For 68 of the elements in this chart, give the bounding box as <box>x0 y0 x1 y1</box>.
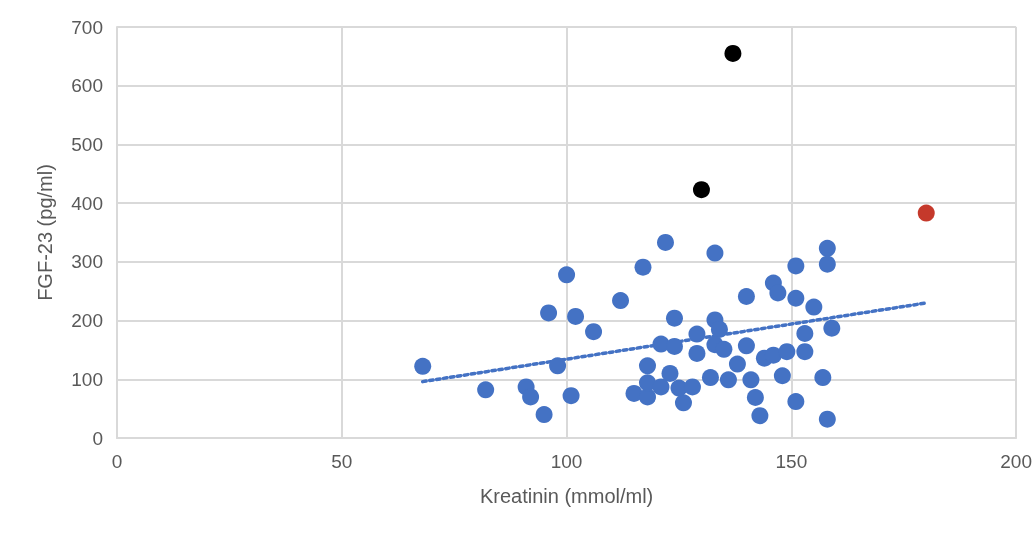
y-tick-label: 100 <box>71 368 103 390</box>
point <box>612 292 630 310</box>
point <box>558 266 576 284</box>
point <box>567 307 585 325</box>
point <box>657 233 674 251</box>
point <box>778 343 796 361</box>
x-tick-label: 0 <box>111 451 123 472</box>
point <box>742 371 760 389</box>
point <box>706 244 724 262</box>
point <box>769 284 787 302</box>
point <box>414 357 432 375</box>
point <box>818 255 836 273</box>
point <box>665 337 683 355</box>
point <box>787 289 805 307</box>
y-tick-label: 300 <box>71 251 103 273</box>
point <box>688 344 706 362</box>
point <box>701 369 719 387</box>
point <box>746 388 764 406</box>
point <box>549 357 567 375</box>
y-tick-label: 200 <box>71 310 103 332</box>
point <box>639 357 656 375</box>
point <box>710 320 728 338</box>
point <box>917 204 935 222</box>
point <box>728 355 746 373</box>
point <box>585 323 603 341</box>
point <box>477 381 495 399</box>
point <box>818 239 836 257</box>
x-tick-label: 200 <box>1000 451 1032 472</box>
x-tick-label: 100 <box>550 451 583 472</box>
point <box>665 309 683 327</box>
point <box>535 406 553 424</box>
x-tick-label: 50 <box>331 451 353 472</box>
y-tick-label: 400 <box>71 192 103 214</box>
point <box>823 319 841 337</box>
point <box>787 393 805 411</box>
point <box>818 410 836 428</box>
point <box>540 304 558 322</box>
point <box>639 374 656 392</box>
x-axis-title: Kreatinin (mmol/ml) <box>479 485 654 507</box>
point <box>661 364 679 382</box>
point <box>522 388 540 406</box>
point <box>787 257 805 275</box>
point <box>796 324 814 342</box>
point <box>719 371 737 389</box>
point <box>764 346 782 364</box>
point <box>805 298 823 316</box>
point <box>639 388 656 406</box>
point <box>737 288 755 305</box>
point <box>796 343 814 361</box>
point <box>773 367 791 385</box>
y-tick-label: 700 <box>71 16 103 38</box>
y-axis-title: FGF-23 (pg/ml) <box>34 164 56 301</box>
point <box>562 387 580 405</box>
point <box>715 340 733 358</box>
point <box>688 325 706 343</box>
point <box>724 44 742 62</box>
point <box>692 181 710 199</box>
x-tick-label: 150 <box>775 451 808 472</box>
point <box>737 337 755 355</box>
y-tick-label: 600 <box>71 75 103 97</box>
point <box>683 378 701 396</box>
point <box>674 394 692 412</box>
y-tick-label: 0 <box>92 427 103 449</box>
point <box>634 258 652 276</box>
point <box>751 407 769 425</box>
point <box>814 369 832 387</box>
y-tick-label: 500 <box>71 133 103 155</box>
point <box>652 378 670 396</box>
